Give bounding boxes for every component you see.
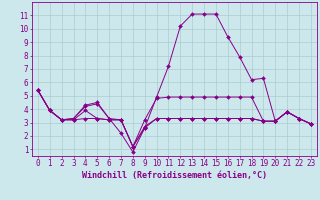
- X-axis label: Windchill (Refroidissement éolien,°C): Windchill (Refroidissement éolien,°C): [82, 171, 267, 180]
